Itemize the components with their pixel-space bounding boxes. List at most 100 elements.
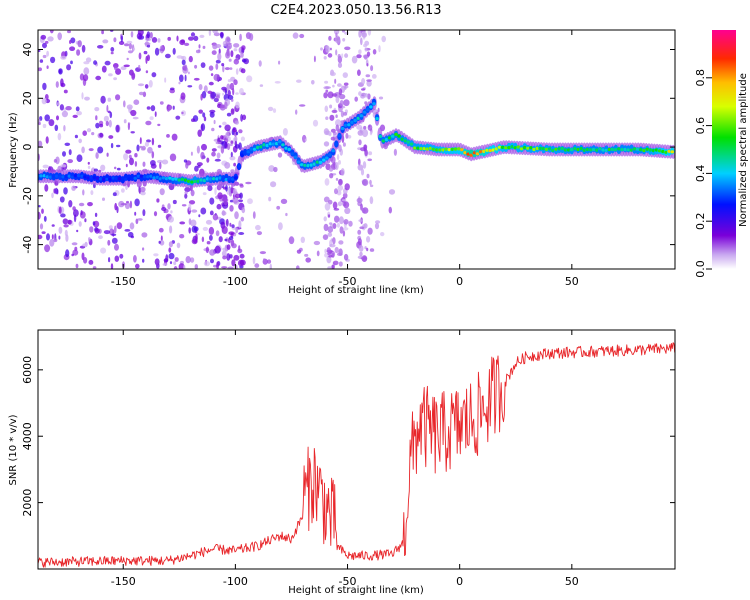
speckle-mark — [360, 203, 363, 211]
speckle-mark — [212, 30, 218, 34]
speckle-mark — [232, 87, 235, 96]
speckle-mark — [363, 54, 368, 60]
speckle-mark — [334, 188, 338, 195]
speckle-mark — [144, 42, 151, 46]
ridge-core-mark — [340, 126, 345, 131]
ridge-core-mark — [347, 123, 351, 127]
speckle-mark — [360, 257, 367, 260]
ridge-core-mark — [617, 147, 621, 151]
ridge-core-mark — [281, 143, 285, 147]
ridge-core-mark — [507, 146, 511, 150]
speckle-mark — [336, 154, 340, 161]
snr-ticks: -150 -100 -50 0 50 2000 4000 6000 — [21, 330, 675, 588]
speckle-mark — [225, 218, 229, 227]
speckle-mark — [188, 200, 196, 205]
speckle-mark — [337, 201, 343, 207]
speckle-mark — [340, 110, 344, 118]
speckle-mark — [176, 55, 183, 59]
speckle-mark — [54, 124, 59, 131]
speckle-mark — [199, 34, 205, 39]
speckle-mark — [220, 135, 224, 140]
speckle-mark — [55, 81, 59, 88]
speckle-mark — [339, 226, 344, 234]
speckle-mark — [337, 185, 344, 191]
speckle-mark — [201, 143, 207, 151]
speckle-mark — [145, 120, 152, 126]
speckle-mark — [159, 162, 162, 170]
speckle-mark — [157, 38, 161, 43]
speckle-mark — [42, 42, 47, 49]
speckle-mark — [58, 235, 61, 240]
speckle-mark — [200, 207, 207, 215]
speckle-mark — [357, 229, 362, 235]
speckle-mark — [357, 130, 364, 136]
speckle-mark — [137, 83, 145, 87]
speckle-mark — [224, 141, 228, 149]
speckle-mark — [142, 161, 146, 167]
speckle-mark — [184, 64, 188, 72]
speckle-mark — [374, 222, 380, 230]
speckle-mark — [238, 199, 243, 203]
speckle-mark — [133, 254, 137, 263]
speckle-mark — [99, 123, 104, 128]
speckle-mark — [63, 187, 68, 195]
speckle-mark — [347, 135, 352, 139]
spectrogram-x-tick-label: 0 — [456, 275, 463, 288]
ridge-core-mark — [532, 147, 536, 152]
speckle-mark — [237, 259, 245, 267]
speckle-mark — [247, 198, 253, 205]
speckle-mark — [188, 218, 192, 226]
speckle-mark — [366, 51, 371, 57]
speckle-mark — [327, 226, 334, 233]
colorbar-tick-label: 0.6 — [694, 117, 707, 135]
speckle-mark — [240, 52, 244, 58]
speckle-mark — [157, 144, 162, 148]
ridge-core-mark — [422, 147, 427, 151]
speckle-mark — [109, 111, 113, 119]
speckle-mark — [214, 187, 217, 196]
speckle-mark — [334, 78, 337, 84]
speckle-mark — [127, 122, 130, 131]
ridge-core-mark — [55, 174, 59, 178]
speckle-mark — [343, 82, 349, 86]
speckle-mark — [79, 73, 85, 81]
speckle-mark — [228, 231, 235, 235]
spectrogram-x-tick-label: 50 — [565, 275, 579, 288]
speckle-mark — [193, 35, 199, 42]
speckle-mark — [351, 55, 358, 64]
speckle-mark — [126, 200, 129, 204]
speckle-mark — [149, 32, 153, 39]
speckle-mark — [181, 59, 186, 66]
spectrogram-y-tick-label: -40 — [21, 236, 34, 254]
speckle-mark — [91, 132, 95, 136]
speckle-mark — [224, 124, 231, 132]
speckle-mark — [338, 240, 344, 245]
ridge-core-mark — [243, 151, 247, 155]
speckle-mark — [90, 190, 94, 196]
speckle-mark — [88, 237, 91, 242]
speckle-mark — [221, 226, 228, 234]
speckle-mark — [358, 245, 364, 252]
speckle-mark — [235, 101, 240, 109]
speckle-mark — [116, 144, 121, 148]
speckle-mark — [38, 205, 41, 208]
speckle-mark — [57, 32, 62, 41]
speckle-mark — [369, 184, 374, 188]
speckle-mark — [178, 263, 185, 269]
speckle-mark — [80, 210, 83, 216]
speckle-mark — [208, 30, 212, 37]
speckle-mark — [202, 45, 206, 50]
speckle-mark — [381, 35, 387, 43]
speckle-mark — [151, 151, 155, 159]
ridge-core-mark — [343, 123, 348, 127]
speckle-mark — [61, 110, 68, 118]
ridge-core-mark — [645, 147, 649, 151]
speckle-mark — [68, 200, 73, 208]
speckle-mark — [344, 85, 347, 90]
speckle-mark — [113, 37, 117, 43]
speckle-mark — [38, 121, 41, 126]
speckle-mark — [240, 216, 245, 222]
speckle-mark — [154, 47, 160, 56]
speckle-mark — [168, 252, 175, 260]
speckle-mark — [114, 166, 117, 170]
